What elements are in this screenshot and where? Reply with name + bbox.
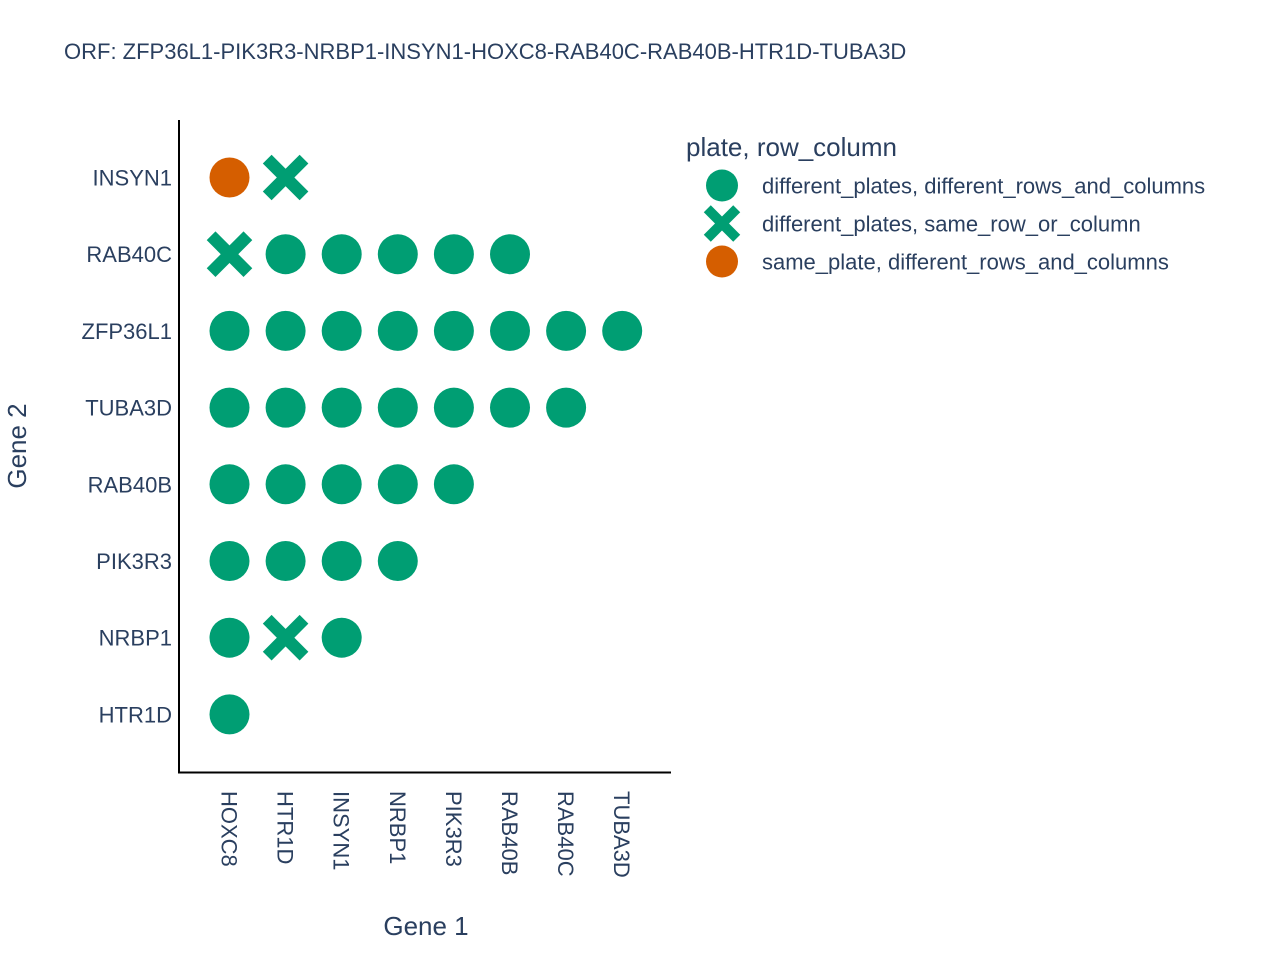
data-markers bbox=[206, 154, 643, 735]
marker-tuba3d-zfp36l1 bbox=[602, 310, 643, 351]
legend[interactable]: plate, row_column different_plates, diff… bbox=[686, 132, 1205, 278]
y-tick-label-rab40b: RAB40B bbox=[88, 472, 172, 497]
x-tick-label-nrbp1: NRBP1 bbox=[385, 791, 410, 864]
x-tick-labels: HOXC8 HTR1D INSYN1 NRBP1 PIK3R3 RAB40B RAB40C T… bbox=[217, 791, 635, 878]
marker-htr1d-insyn1 bbox=[262, 154, 309, 201]
marker-insyn1-tuba3d bbox=[321, 387, 362, 428]
legend-symbol-circle bbox=[706, 245, 738, 278]
marker-rab40b-zfp36l1 bbox=[490, 310, 530, 351]
y-tick-label-nrbp1: NRBP1 bbox=[99, 626, 172, 651]
y-tick-label-rab40c: RAB40C bbox=[86, 242, 172, 267]
marker-hoxc8-rab40c bbox=[206, 231, 253, 277]
marker-insyn1-nrbp1 bbox=[321, 617, 362, 658]
marker-nrbp1-rab40c bbox=[377, 234, 418, 275]
marker-hoxc8-insyn1 bbox=[209, 157, 250, 198]
marker-insyn1-rab40b bbox=[321, 464, 362, 505]
marker-hoxc8-nrbp1 bbox=[209, 617, 250, 658]
marker-hoxc8-htr1d bbox=[209, 694, 250, 735]
plot-area: INSYN1 RAB40C ZFP36L1 TUBA3D RAB40B PIK3R3 NRB… bbox=[82, 120, 671, 878]
marker-rab40b-rab40c bbox=[490, 234, 530, 275]
marker-htr1d-rab40c bbox=[265, 234, 306, 275]
marker-pik3r3-zfp36l1 bbox=[433, 310, 474, 351]
x-axis-title: Gene 1 bbox=[383, 911, 468, 941]
marker-nrbp1-pik3r3 bbox=[377, 541, 418, 581]
x-tick-label-pik3r3: PIK3R3 bbox=[441, 791, 466, 867]
legend-label: different_plates, different_rows_and_col… bbox=[762, 174, 1205, 199]
marker-nrbp1-zfp36l1 bbox=[377, 310, 418, 351]
marker-pik3r3-tuba3d bbox=[433, 387, 474, 428]
legend-item-different-plates-different-rows-and-columns[interactable]: different_plates, different_rows_and_col… bbox=[706, 169, 1205, 202]
marker-rab40b-tuba3d bbox=[490, 387, 530, 428]
y-tick-label-zfp36l1: ZFP36L1 bbox=[82, 319, 173, 344]
x-tick-label-hoxc8: HOXC8 bbox=[217, 791, 242, 867]
marker-pik3r3-rab40b bbox=[433, 464, 474, 505]
y-tick-label-insyn1: INSYN1 bbox=[93, 166, 172, 191]
marker-htr1d-rab40b bbox=[265, 464, 306, 505]
marker-insyn1-zfp36l1 bbox=[321, 310, 362, 351]
x-tick-label-rab40c: RAB40C bbox=[553, 791, 578, 877]
y-tick-label-pik3r3: PIK3R3 bbox=[96, 549, 172, 574]
marker-htr1d-tuba3d bbox=[265, 387, 306, 428]
marker-hoxc8-zfp36l1 bbox=[209, 310, 250, 351]
legend-title: plate, row_column bbox=[686, 132, 897, 162]
y-tick-label-tuba3d: TUBA3D bbox=[85, 396, 172, 421]
legend-symbol-x bbox=[703, 205, 741, 242]
legend-symbol-circle bbox=[706, 169, 738, 202]
marker-htr1d-nrbp1 bbox=[262, 614, 309, 661]
x-tick-label-insyn1: INSYN1 bbox=[329, 791, 354, 870]
legend-item-different-plates-same-row-or-column[interactable]: different_plates, same_row_or_column bbox=[703, 205, 1141, 242]
marker-insyn1-pik3r3 bbox=[321, 541, 362, 581]
marker-htr1d-zfp36l1 bbox=[265, 310, 306, 351]
legend-item-same-plate-different-rows-and-columns[interactable]: same_plate, different_rows_and_columns bbox=[706, 245, 1169, 278]
marker-hoxc8-rab40b bbox=[209, 464, 250, 505]
marker-nrbp1-tuba3d bbox=[377, 387, 418, 428]
marker-insyn1-rab40c bbox=[321, 234, 362, 275]
marker-nrbp1-rab40b bbox=[377, 464, 418, 505]
legend-label: same_plate, different_rows_and_columns bbox=[762, 250, 1169, 275]
chart-title: ORF: ZFP36L1-PIK3R3-NRBP1-INSYN1-HOXC8-R… bbox=[64, 39, 906, 64]
marker-pik3r3-rab40c bbox=[433, 234, 474, 275]
x-tick-label-tuba3d: TUBA3D bbox=[609, 791, 634, 878]
y-tick-labels: INSYN1 RAB40C ZFP36L1 TUBA3D RAB40B PIK3R3 NRB… bbox=[82, 166, 173, 728]
marker-rab40c-tuba3d bbox=[546, 387, 587, 428]
y-tick-label-htr1d: HTR1D bbox=[99, 702, 172, 727]
marker-hoxc8-pik3r3 bbox=[209, 541, 250, 581]
y-axis-title: Gene 2 bbox=[2, 403, 32, 488]
legend-label: different_plates, same_row_or_column bbox=[762, 212, 1141, 237]
x-tick-label-htr1d: HTR1D bbox=[273, 791, 298, 864]
marker-htr1d-pik3r3 bbox=[265, 541, 306, 581]
marker-rab40c-zfp36l1 bbox=[546, 310, 587, 351]
marker-hoxc8-tuba3d bbox=[209, 387, 250, 428]
x-tick-label-rab40b: RAB40B bbox=[497, 791, 522, 875]
